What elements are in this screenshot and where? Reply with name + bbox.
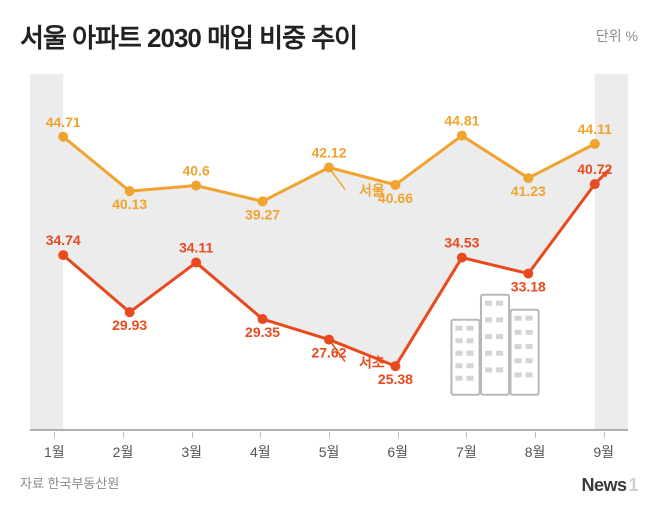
value-label: 33.18	[511, 279, 546, 295]
series-label-서초: 서초	[359, 355, 385, 371]
unit-label: 단위 %	[596, 26, 638, 46]
marker	[390, 180, 400, 190]
x-tick: 9월	[569, 442, 638, 462]
x-tick: 7월	[432, 442, 501, 462]
value-label: 40.6	[182, 163, 209, 179]
marker	[58, 250, 68, 260]
chart-title: 서울 아파트 2030 매입 비중 추이	[20, 18, 357, 55]
value-label: 44.71	[46, 114, 81, 130]
x-tick: 8월	[501, 442, 570, 462]
marker	[58, 132, 68, 142]
logo-text: News	[581, 475, 626, 495]
source-name: 한국부동산원	[48, 476, 120, 491]
value-label: 25.38	[378, 371, 413, 387]
marker	[523, 173, 533, 183]
marker	[523, 269, 533, 279]
chart-area: 44.7140.1340.639.2742.1240.6644.8141.234…	[20, 60, 638, 440]
value-label: 40.13	[112, 196, 147, 212]
marker	[125, 186, 135, 196]
x-tick: 1월	[20, 442, 89, 462]
value-label: 42.12	[311, 145, 346, 161]
marker	[191, 258, 201, 268]
value-label: 34.53	[444, 235, 479, 251]
value-label: 34.11	[179, 240, 213, 256]
value-label: 40.72	[577, 161, 612, 177]
marker	[590, 139, 600, 149]
marker	[390, 361, 400, 371]
value-label: 41.23	[511, 183, 546, 199]
marker	[258, 314, 268, 324]
marker	[457, 253, 467, 263]
x-tick: 5월	[295, 442, 364, 462]
value-label: 27.62	[311, 345, 346, 361]
x-tick: 2월	[89, 442, 158, 462]
marker	[191, 181, 201, 191]
x-tick: 4월	[226, 442, 295, 462]
logo-suffix: 1	[628, 475, 638, 495]
value-label: 29.93	[112, 317, 147, 333]
news1-logo: News1	[581, 475, 638, 496]
value-label: 44.81	[444, 113, 479, 129]
x-axis: 1월2월3월4월5월6월7월8월9월	[20, 442, 638, 462]
value-label: 34.74	[46, 232, 81, 248]
value-label: 39.27	[245, 206, 280, 222]
value-label: 44.11	[578, 121, 612, 137]
marker	[125, 307, 135, 317]
line-chart: 44.7140.1340.639.2742.1240.6644.8141.234…	[20, 60, 638, 440]
x-tick: 3월	[157, 442, 226, 462]
series-label-서울: 서울	[359, 183, 385, 199]
x-tick: 6월	[363, 442, 432, 462]
value-label: 29.35	[245, 324, 280, 340]
source-label: 자료 한국부동산원	[20, 473, 119, 492]
source-prefix: 자료	[20, 476, 44, 491]
marker	[457, 131, 467, 141]
marker	[258, 196, 268, 206]
